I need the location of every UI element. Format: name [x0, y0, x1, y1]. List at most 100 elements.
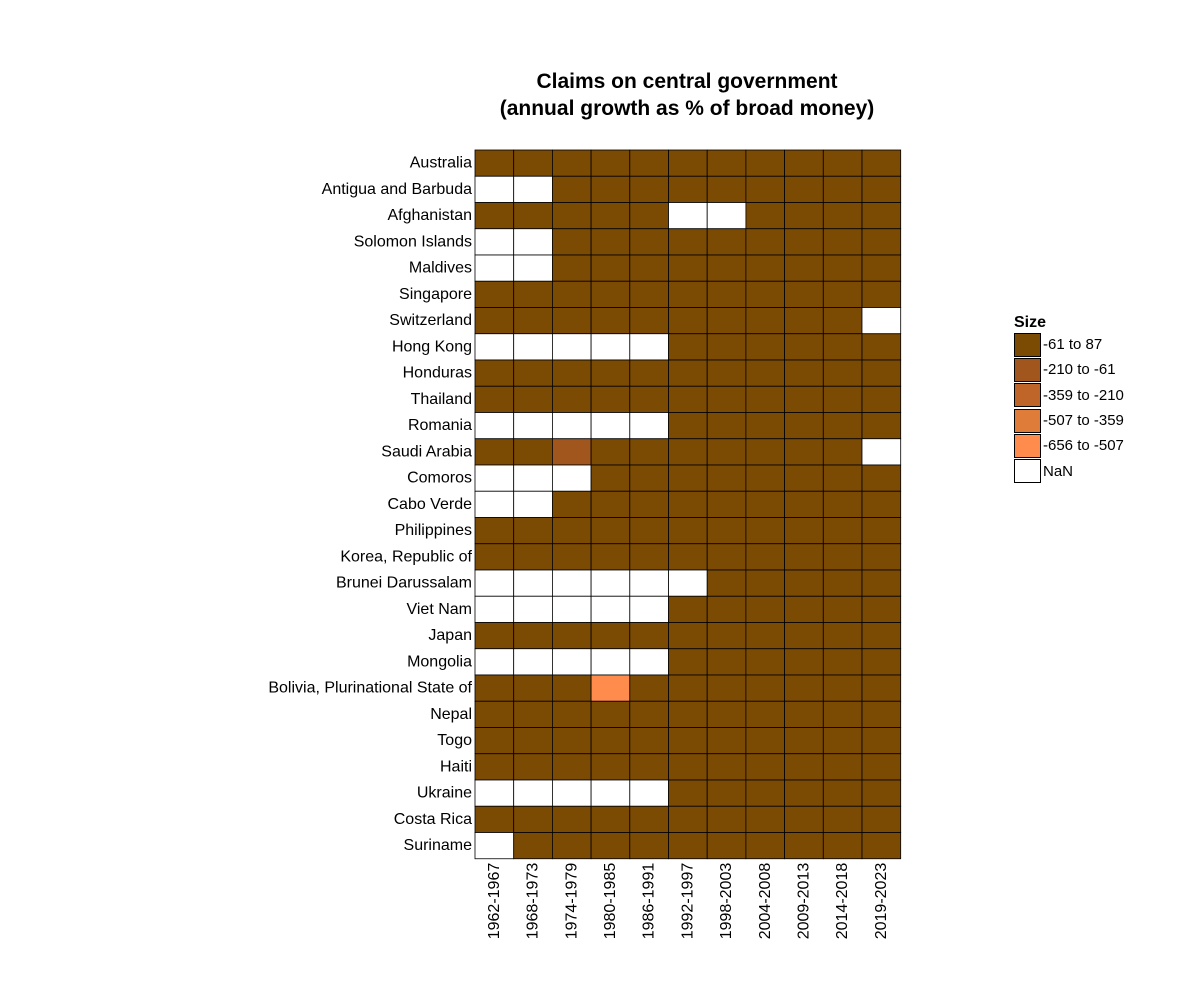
heatmap-cell [822, 280, 863, 308]
heatmap-cell [784, 805, 824, 833]
heatmap-cell [706, 438, 747, 466]
heatmap-cell [668, 333, 708, 361]
row-label: Nepal [430, 706, 472, 723]
heatmap-cell [474, 149, 515, 177]
legend: Size -61 to 87 -210 to -61 -359 to -210 -50… [1014, 314, 1124, 484]
legend-title: Size [1014, 314, 1047, 331]
heatmap-cell [784, 280, 824, 308]
heatmap-cell [513, 280, 553, 308]
heatmap-cell [822, 228, 863, 256]
heatmap-cell [668, 412, 708, 440]
heatmap-cell [668, 595, 708, 623]
heatmap-cell [861, 595, 902, 623]
heatmap-cell [784, 307, 824, 335]
heatmap-cell [513, 543, 553, 571]
heatmap-cell [629, 202, 669, 230]
heatmap-cell [822, 648, 863, 676]
heatmap-cell [745, 280, 786, 308]
heatmap-cell [668, 385, 708, 413]
heatmap-cell [513, 464, 553, 492]
heatmap-cell [745, 359, 786, 387]
heatmap-cell [513, 595, 553, 623]
heatmap-cell [629, 622, 669, 650]
heatmap-cell [745, 202, 786, 230]
heatmap-cell [552, 175, 592, 203]
heatmap-cell [552, 753, 592, 781]
heatmap-cell [668, 648, 708, 676]
heatmap-cell [668, 779, 708, 807]
row-label: Costa Rica [394, 811, 472, 828]
heatmap-cell [861, 543, 902, 571]
heatmap-cell [861, 149, 902, 177]
heatmap-cell [668, 175, 708, 203]
heatmap-cell [552, 359, 592, 387]
heatmap-cell [552, 438, 592, 466]
heatmap-cell [590, 307, 631, 335]
column-label: 2009-2013 [795, 863, 812, 940]
row-label: Thailand [411, 391, 472, 408]
heatmap-cell [745, 805, 786, 833]
heatmap-cell [745, 254, 786, 282]
heatmap-cell [552, 622, 592, 650]
heatmap-cell [474, 175, 515, 203]
heatmap-cell [706, 517, 747, 545]
heatmap-cell [822, 359, 863, 387]
heatmap-cell [706, 280, 747, 308]
heatmap-cell [590, 832, 631, 860]
heatmap-cell [861, 359, 902, 387]
heatmap-cell [552, 333, 592, 361]
heatmap-cell [822, 753, 863, 781]
heatmap-cell [474, 700, 515, 728]
heatmap-cell [745, 517, 786, 545]
heatmap-cell [706, 254, 747, 282]
heatmap-cell [552, 464, 592, 492]
heatmap-cell [590, 700, 631, 728]
heatmap-cell [513, 674, 553, 702]
heatmap-cell [474, 254, 515, 282]
heatmap-cell [513, 753, 553, 781]
heatmap-cell [861, 753, 902, 781]
heatmap-cell [668, 543, 708, 571]
heatmap-cell [822, 622, 863, 650]
heatmap-cell [861, 385, 902, 413]
heatmap-cell [552, 727, 592, 755]
heatmap-cell [668, 569, 708, 597]
heatmap-cell [474, 333, 515, 361]
heatmap-cell [513, 359, 553, 387]
heatmap-cell [629, 333, 669, 361]
heatmap-cell [474, 228, 515, 256]
heatmap-cell [822, 202, 863, 230]
heatmap-cell [474, 543, 515, 571]
heatmap-cell [745, 832, 786, 860]
row-label: Mongolia [407, 653, 472, 670]
heatmap-cell [474, 622, 515, 650]
heatmap-cell [629, 543, 669, 571]
heatmap-cell [590, 490, 631, 518]
heatmap-cell [822, 149, 863, 177]
legend-item: -507 to -359 [1014, 408, 1124, 433]
heatmap-cell [745, 674, 786, 702]
heatmap-cell [784, 202, 824, 230]
heatmap-cell [474, 307, 515, 335]
heatmap-cell [629, 175, 669, 203]
legend-label: -210 to -61 [1043, 361, 1116, 379]
legend-label: -61 to 87 [1043, 336, 1103, 354]
heatmap-cell [822, 307, 863, 335]
heatmap-cell [590, 438, 631, 466]
heatmap-cell [861, 464, 902, 492]
heatmap-cell [706, 149, 747, 177]
heatmap-cell [861, 228, 902, 256]
heatmap-cell [706, 202, 747, 230]
legend-label: -656 to -507 [1043, 437, 1124, 455]
heatmap-cell [784, 228, 824, 256]
heatmap-cell [861, 307, 902, 335]
heatmap-cell [706, 753, 747, 781]
column-label: 1962-1967 [486, 863, 503, 940]
heatmap-cell [706, 490, 747, 518]
heatmap-cell [706, 779, 747, 807]
heatmap-cell [745, 333, 786, 361]
heatmap-cell [706, 464, 747, 492]
heatmap-cell [552, 805, 592, 833]
legend-label: -507 to -359 [1043, 412, 1124, 430]
heatmap-cell [784, 175, 824, 203]
